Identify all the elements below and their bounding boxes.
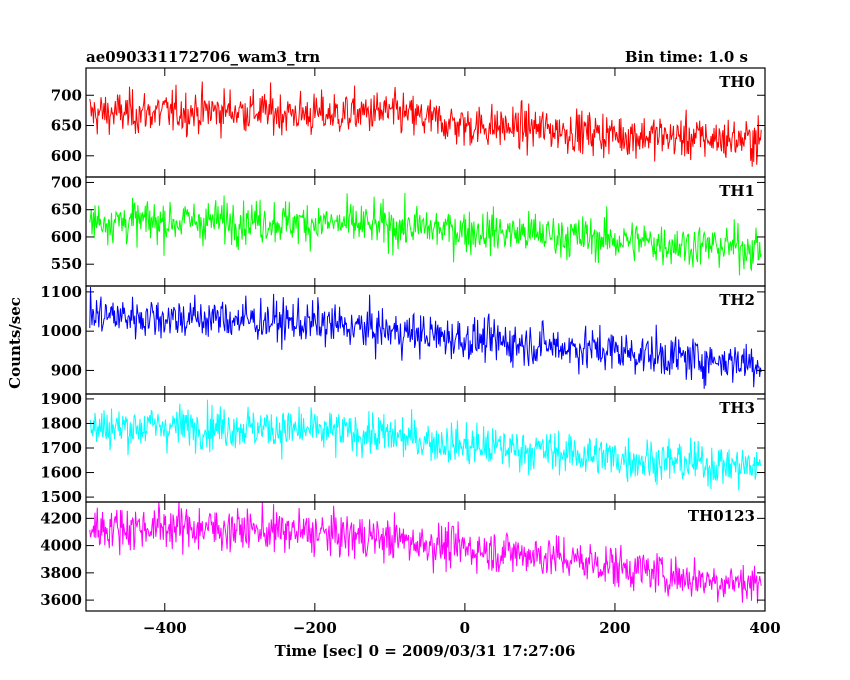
series-label-th0123: TH0123 [688, 507, 755, 525]
y-tick-label: 4000 [40, 537, 82, 555]
series-line-th2 [89, 286, 762, 389]
y-tick-label: 550 [51, 255, 82, 273]
y-axis-label: Counts/sec [6, 297, 24, 389]
y-tick-label: 700 [51, 86, 82, 104]
series-line-th0 [89, 81, 762, 167]
y-tick-label: 600 [51, 147, 82, 165]
panels-group: 600 650 700 TH0 550 600 650 700 TH1 900 1000 1100 TH… [40, 67, 781, 637]
y-tick-label: 600 [51, 228, 82, 246]
series-label-th1: TH1 [719, 182, 755, 200]
x-tick-label: 400 [749, 619, 780, 637]
x-tick-label: 0 [460, 619, 470, 637]
y-tick-label: 1900 [40, 390, 82, 408]
y-tick-label: 1100 [40, 283, 82, 301]
series-line-th1 [89, 192, 762, 276]
x-tick-label: −200 [293, 619, 337, 637]
y-tick-label: 900 [51, 361, 82, 379]
bin-time-label: Bin time: 1.0 s [625, 48, 748, 66]
x-tick-label: −400 [143, 619, 187, 637]
y-tick-label: 1700 [40, 439, 82, 457]
x-axis-label: Time [sec] 0 = 2009/03/31 17:27:06 [275, 642, 576, 660]
y-tick-label: 3800 [40, 564, 82, 582]
y-tick-label: 1800 [40, 414, 82, 432]
series-label-th3: TH3 [719, 399, 755, 417]
series-line-th0123 [89, 502, 762, 604]
chart-title: ae090331172706_wam3_trn [86, 48, 320, 66]
y-tick-label: 4200 [40, 509, 82, 527]
panel-frame-th0123 [85, 501, 766, 612]
y-tick-label: 3600 [40, 591, 82, 609]
y-tick-label: 650 [51, 117, 82, 135]
series-line-th3 [89, 399, 762, 491]
y-tick-label: 1500 [40, 488, 82, 506]
panel-frame-th1 [85, 176, 766, 287]
y-tick-label: 650 [51, 201, 82, 219]
y-tick-label: 700 [51, 173, 82, 191]
x-tick-label: 200 [599, 619, 630, 637]
y-tick-label: 1600 [40, 464, 82, 482]
series-label-th2: TH2 [719, 291, 755, 309]
series-label-th0: TH0 [719, 73, 755, 91]
y-tick-label: 1000 [40, 322, 82, 340]
